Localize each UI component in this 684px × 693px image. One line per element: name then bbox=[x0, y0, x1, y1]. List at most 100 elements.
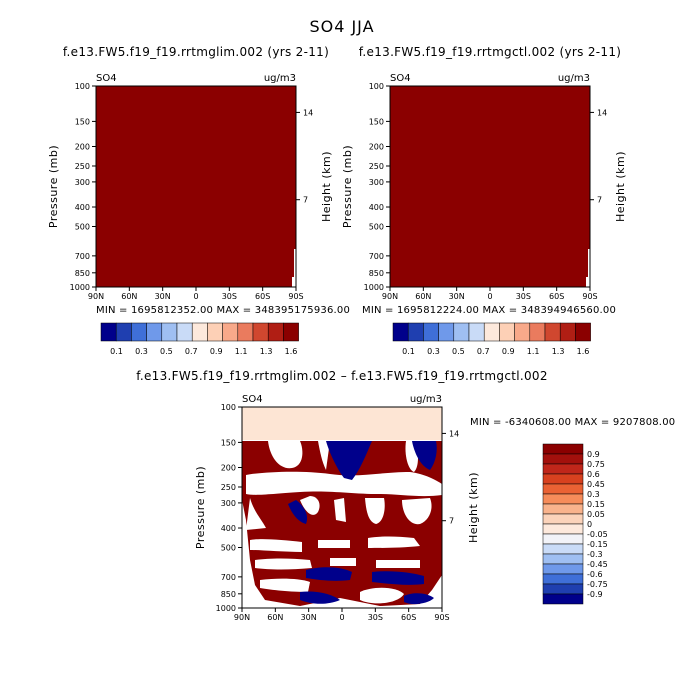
colorbar-label: 0.15 bbox=[587, 500, 605, 509]
colorbar-label: -0.75 bbox=[587, 580, 608, 589]
colorbar-label: 0.9 bbox=[587, 450, 600, 459]
x-tick-label: 30N bbox=[301, 613, 317, 622]
colorbar-box bbox=[100, 322, 117, 342]
colorbar-box bbox=[468, 322, 485, 342]
near-zero-region bbox=[318, 441, 330, 470]
colorbar-label: 0.3 bbox=[135, 347, 148, 356]
y-tick-label: 850 bbox=[75, 269, 90, 278]
variable-label: SO4 bbox=[242, 394, 263, 405]
x-tick-label: 30S bbox=[516, 292, 531, 301]
colorbar-box bbox=[544, 322, 561, 342]
y-tick-label: 300 bbox=[369, 178, 384, 187]
y-tick-label: 850 bbox=[221, 590, 236, 599]
colorbar-label: 0 bbox=[587, 520, 592, 529]
y-right-tick-label: 14 bbox=[303, 108, 313, 117]
y-tick-label: 100 bbox=[75, 82, 90, 91]
y-tick-label: 400 bbox=[369, 203, 384, 212]
variable-label: SO4 bbox=[390, 73, 411, 84]
colorbar-box bbox=[191, 322, 208, 342]
y-tick-label: 1000 bbox=[70, 283, 90, 292]
y-right-axis-label: Height (km) bbox=[614, 151, 627, 222]
y-tick-label: 1000 bbox=[364, 283, 384, 292]
colorbar-box bbox=[131, 322, 147, 342]
y-right-tick-label: 7 bbox=[597, 196, 602, 205]
near-zero-region bbox=[402, 498, 432, 525]
colorbar-box bbox=[542, 473, 584, 485]
colorbar-box bbox=[542, 563, 584, 575]
y-tick-label: 400 bbox=[221, 524, 236, 533]
colorbar-label: 1.1 bbox=[527, 347, 540, 356]
negative-region bbox=[300, 591, 340, 604]
colorbar-label: 0.9 bbox=[210, 347, 223, 356]
colorbar-box bbox=[542, 463, 584, 475]
y-tick-label: 700 bbox=[75, 252, 90, 261]
x-tick-label: 60S bbox=[549, 292, 564, 301]
negative-region bbox=[326, 441, 372, 480]
negative-region bbox=[288, 500, 308, 524]
y-tick-label: 500 bbox=[75, 222, 90, 231]
colorbar-box bbox=[542, 543, 584, 555]
near-zero-region bbox=[255, 558, 312, 570]
colorbar-box bbox=[423, 322, 439, 342]
x-tick-label: 60N bbox=[415, 292, 431, 301]
colorbar-box bbox=[222, 322, 239, 342]
y-tick-label: 500 bbox=[369, 222, 384, 231]
colorbar-box bbox=[542, 533, 584, 545]
near-zero-region bbox=[368, 536, 420, 548]
plot-frame bbox=[241, 406, 443, 609]
y-tick-label: 250 bbox=[75, 162, 90, 171]
colorbar-label: -0.15 bbox=[587, 540, 608, 549]
y-right-tick-label: 7 bbox=[303, 196, 308, 205]
y-tick-label: 250 bbox=[369, 162, 384, 171]
colorbar-box bbox=[115, 322, 132, 342]
near-zero-region bbox=[360, 587, 404, 604]
y-right-axis-label: Height (km) bbox=[467, 472, 480, 543]
colorbar-label: 0.1 bbox=[110, 347, 123, 356]
y-tick-label: 250 bbox=[221, 483, 236, 492]
x-tick-label: 90S bbox=[434, 613, 449, 622]
colorbar-box bbox=[542, 583, 584, 595]
y-tick-label: 100 bbox=[221, 403, 236, 412]
topography-mask bbox=[586, 249, 590, 287]
x-tick-label: 90N bbox=[382, 292, 398, 301]
colorbar-label: 1.6 bbox=[577, 347, 590, 356]
colorbar-box bbox=[146, 322, 163, 342]
colorbar-label: 1.3 bbox=[260, 347, 273, 356]
colorbar-box bbox=[542, 483, 584, 495]
colorbar-box bbox=[542, 523, 584, 535]
x-tick-label: 0 bbox=[193, 292, 198, 301]
near-zero-region bbox=[268, 441, 303, 469]
colorbar-label: 0.3 bbox=[587, 490, 600, 499]
x-tick-label: 30N bbox=[155, 292, 171, 301]
x-tick-label: 30S bbox=[222, 292, 237, 301]
colorbar-label: 0.75 bbox=[587, 460, 605, 469]
y-tick-label: 200 bbox=[369, 143, 384, 152]
x-tick-label: 0 bbox=[339, 613, 344, 622]
colorbar-box bbox=[499, 322, 515, 342]
colorbar-label: 1.6 bbox=[285, 347, 298, 356]
near-zero-region bbox=[334, 498, 346, 522]
colorbar-label: -0.05 bbox=[587, 530, 608, 539]
difference-field bbox=[242, 407, 442, 608]
y-tick-label: 150 bbox=[75, 117, 90, 126]
negative-region bbox=[306, 567, 352, 581]
x-tick-label: 30S bbox=[368, 613, 383, 622]
colorbar-box bbox=[237, 322, 254, 342]
colorbar-box bbox=[207, 322, 223, 342]
x-tick-label: 90S bbox=[582, 292, 597, 301]
y-axis-label: Pressure (mb) bbox=[47, 145, 60, 228]
colorbar-label: 0.7 bbox=[185, 347, 198, 356]
near-zero-region bbox=[260, 578, 310, 592]
colorbar-label: -0.45 bbox=[587, 560, 608, 569]
near-zero-region bbox=[318, 540, 350, 548]
near-zero-region bbox=[246, 498, 266, 530]
near-zero-region bbox=[376, 560, 420, 568]
colorbar-box bbox=[542, 503, 584, 515]
colorbar-label: 0.5 bbox=[452, 347, 465, 356]
x-tick-label: 30N bbox=[449, 292, 465, 301]
min-max-stats: MIN = 1695812224.00 MAX = 348394946560.0… bbox=[362, 305, 616, 316]
colorbar-label: -0.9 bbox=[587, 590, 603, 599]
negative-region bbox=[372, 571, 424, 585]
y-tick-label: 850 bbox=[369, 269, 384, 278]
